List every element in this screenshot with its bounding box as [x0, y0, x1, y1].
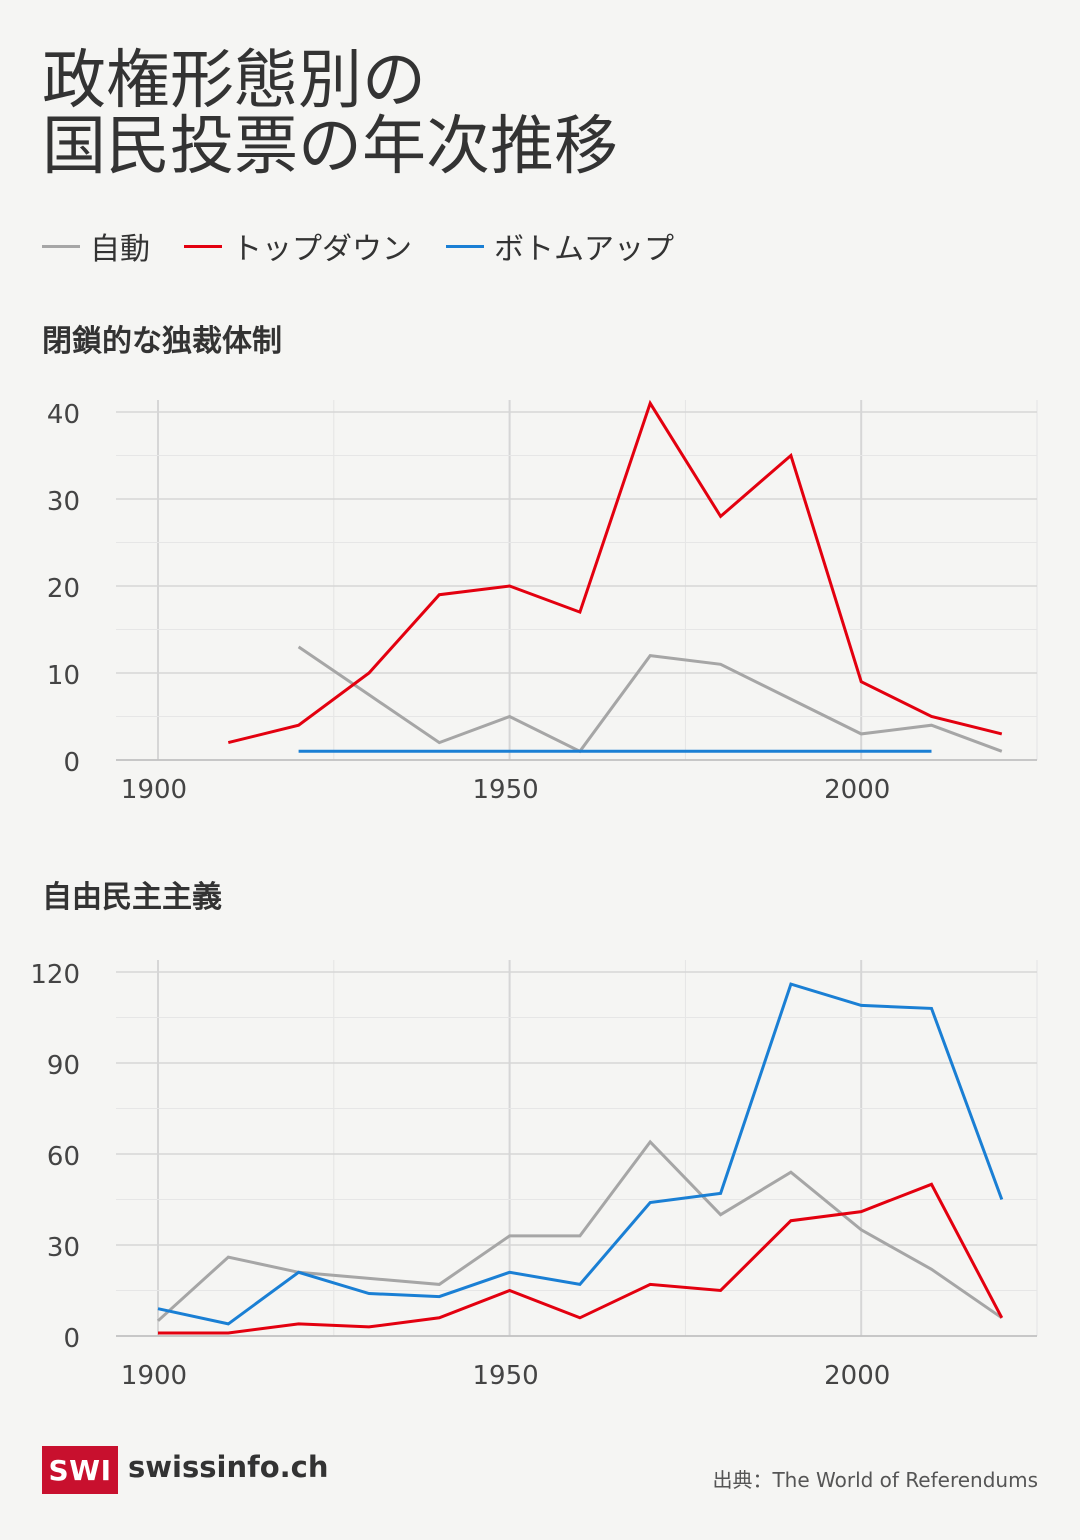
- y-tick-label: 40: [47, 400, 80, 430]
- legend: 自動 トップダウン ボトムアップ: [42, 224, 708, 268]
- grid: [116, 400, 1038, 761]
- y-tick-label: 0: [63, 1324, 80, 1354]
- y-tick-label: 30: [47, 1233, 80, 1263]
- series-line-2: [157, 982, 1004, 1326]
- legend-label-auto: 自動: [90, 232, 150, 267]
- swissinfo-logo-text[interactable]: swissinfo.ch: [128, 1450, 329, 1484]
- chart-2-title: 自由民主主義: [42, 880, 222, 915]
- y-tick-label: 10: [47, 661, 80, 691]
- legend-swatch-topdown: [184, 244, 222, 248]
- legend-label-bottomup: ボトムアップ: [494, 232, 674, 267]
- y-tick-label: 60: [47, 1142, 80, 1172]
- series-line-1: [158, 1182, 1004, 1335]
- page-title: 政権形態別の 国民投票の年次推移: [42, 48, 1042, 180]
- swi-logo[interactable]: SWI: [42, 1446, 118, 1494]
- x-tick-label: 1900: [121, 1361, 187, 1391]
- legend-swatch-auto: [42, 244, 80, 248]
- footer: SWI swissinfo.ch 出典：The World of Referen…: [42, 1446, 1042, 1496]
- x-tick-label: 1900: [121, 775, 187, 805]
- y-tick-label: 30: [47, 487, 80, 517]
- legend-item-auto: 自動: [42, 224, 150, 268]
- chart-liberal-democracy: 0 30 60 90 120 1900 1950 2000: [30, 960, 1038, 1391]
- y-tick-label: 90: [47, 1051, 80, 1081]
- legend-item-bottomup: ボトムアップ: [446, 224, 674, 268]
- legend-item-topdown: トップダウン: [184, 224, 412, 268]
- x-tick-label: 1950: [473, 775, 539, 805]
- chart-closed-autocracy: 0 10 20 30 40 1900 1950 2000: [47, 399, 1038, 805]
- grid: [116, 960, 1038, 1337]
- y-tick-label: 20: [47, 574, 80, 604]
- series-line-0: [156, 1139, 1003, 1322]
- x-tick-label: 2000: [824, 1361, 890, 1391]
- y-tick-label: 120: [30, 960, 80, 990]
- y-tick-label: 0: [63, 748, 80, 778]
- x-tick-label: 2000: [824, 775, 890, 805]
- x-tick-label: 1950: [473, 1361, 539, 1391]
- title-line-2: 国民投票の年次推移: [42, 110, 618, 184]
- source-note: 出典：The World of Referendums: [712, 1468, 1038, 1492]
- title-line-1: 政権形態別の: [42, 44, 426, 118]
- series-line-0: [297, 645, 1003, 754]
- legend-label-topdown: トップダウン: [232, 232, 412, 267]
- chart-1-title: 閉鎖的な独裁体制: [42, 324, 282, 359]
- legend-swatch-bottomup: [446, 244, 484, 248]
- series-line-1: [227, 399, 1003, 745]
